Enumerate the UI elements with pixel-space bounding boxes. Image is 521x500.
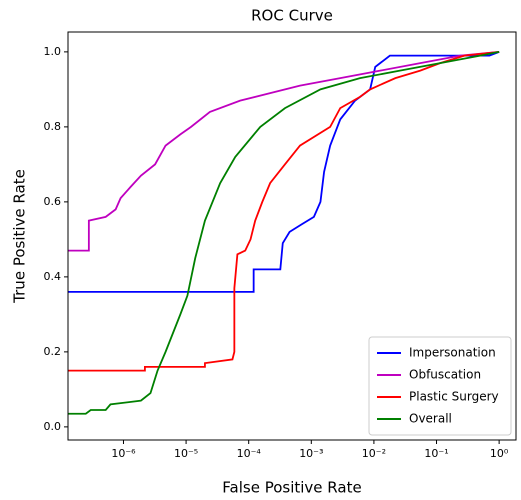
y-tick-label: 1.0 bbox=[44, 45, 62, 58]
x-tick-label: 10⁰ bbox=[490, 447, 509, 460]
legend-label: Plastic Surgery bbox=[409, 390, 499, 404]
roc-line bbox=[68, 50, 500, 252]
x-tick-label: 10⁻⁵ bbox=[174, 447, 198, 460]
x-tick-label: 10⁻² bbox=[362, 447, 386, 460]
y-tick-label: 0.2 bbox=[44, 345, 62, 358]
y-tick-label: 0.8 bbox=[44, 120, 62, 133]
x-tick-label: 10⁻³ bbox=[299, 447, 323, 460]
x-tick-label: 10⁻¹ bbox=[424, 447, 448, 460]
y-axis-label: True Positive Rate bbox=[11, 169, 29, 304]
legend-label: Obfuscation bbox=[409, 368, 481, 382]
x-tick-label: 10⁻⁴ bbox=[237, 447, 262, 460]
roc-line bbox=[68, 51, 500, 293]
y-tick-label: 0.4 bbox=[44, 270, 62, 283]
chart-title: ROC Curve bbox=[251, 7, 333, 25]
y-tick-label: 0.0 bbox=[44, 420, 62, 433]
plot-frame bbox=[67, 31, 517, 441]
legend-box bbox=[368, 336, 512, 436]
x-axis-label: False Positive Rate bbox=[222, 479, 361, 497]
y-tick-label: 0.6 bbox=[44, 195, 62, 208]
roc-line bbox=[68, 50, 500, 372]
legend-label: Overall bbox=[409, 412, 452, 426]
x-tick-label: 10⁻⁶ bbox=[111, 447, 136, 460]
roc-line bbox=[68, 50, 500, 415]
legend-label: Impersonation bbox=[409, 346, 496, 360]
